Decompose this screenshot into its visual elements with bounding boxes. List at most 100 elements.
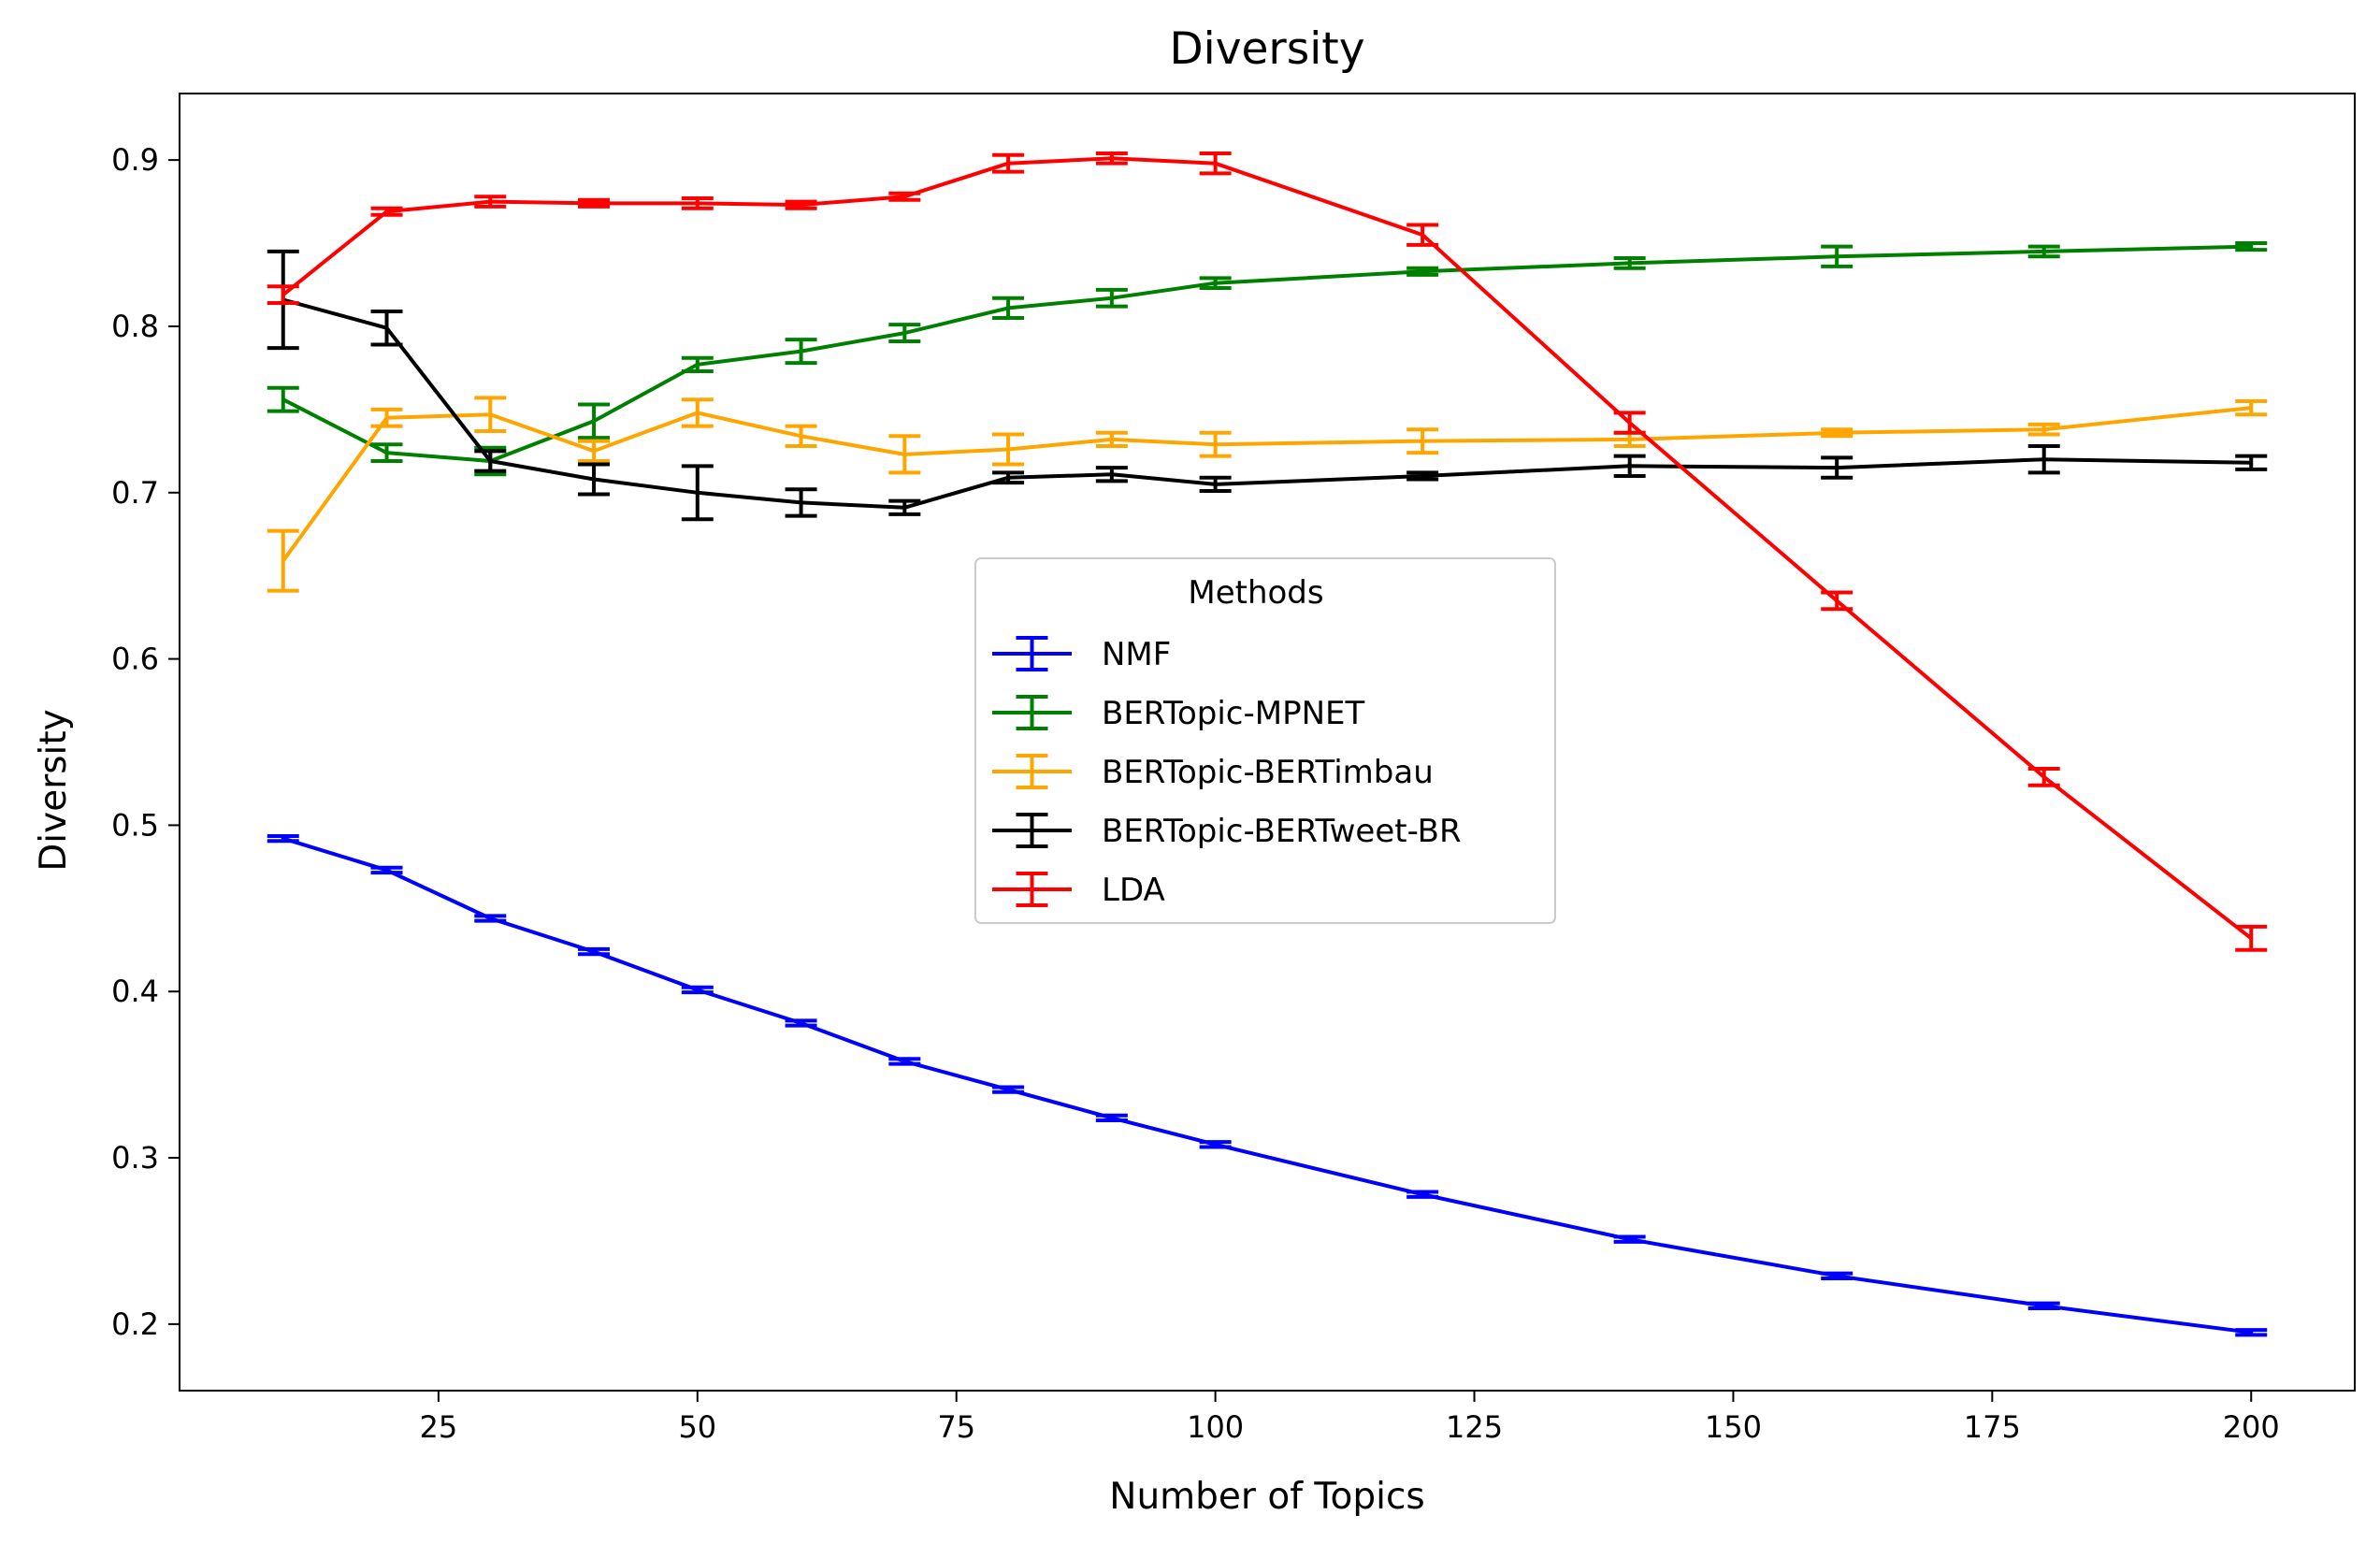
legend-label: BERTopic-BERTimbau (1102, 754, 1434, 791)
error-bar-lda (474, 195, 507, 209)
error-bar-lda (370, 206, 403, 217)
legend-item-bertopic-mpnet: BERTopic-MPNET (992, 695, 1364, 732)
legend-item-lda: LDA (992, 872, 1165, 909)
error-bar-nmf (1199, 1140, 1232, 1149)
error-bar-nmf (992, 1085, 1025, 1094)
error-bar-bertopic-bertimbau (2027, 422, 2060, 437)
plot-area (267, 152, 2268, 1337)
error-bar-bertopic-mpnet (370, 442, 403, 463)
error-bar-bertopic-mpnet (1406, 266, 1439, 277)
error-bar-bertopic-bertimbau (1406, 427, 1439, 455)
y-tick-label: 0.5 (111, 807, 159, 843)
error-bar-bertopic-bertimbau (1821, 427, 1854, 439)
error-bar-bertopic-bertweet-br (1406, 470, 1439, 482)
error-bar-bertopic-bertweet-br (785, 487, 817, 518)
error-bar-bertopic-mpnet (1199, 276, 1232, 291)
legend-label: NMF (1102, 636, 1171, 673)
error-bar-bertopic-bertimbau (785, 424, 817, 448)
series-bertopic-bertimbau (267, 396, 2268, 593)
error-bar-lda (785, 199, 817, 210)
y-tick-label: 0.6 (111, 642, 159, 677)
error-bar-bertopic-mpnet (2027, 244, 2060, 259)
error-bar-lda (888, 191, 921, 202)
y-tick-label: 0.9 (111, 142, 159, 178)
error-bar-nmf (1821, 1271, 1854, 1280)
error-bar-bertopic-mpnet (1821, 244, 1854, 268)
legend-item-bertopic-bertweet-br: BERTopic-BERTweet-BR (992, 813, 1462, 850)
error-bar-bertopic-bertimbau (992, 432, 1025, 467)
error-bar-bertopic-bertimbau (681, 397, 714, 428)
x-tick-label: 25 (420, 1409, 458, 1445)
x-tick-label: 175 (1964, 1409, 2021, 1445)
error-bar-lda (992, 152, 1025, 174)
error-bar-bertopic-bertweet-br (1095, 466, 1128, 483)
legend-label: BERTopic-BERTweet-BR (1102, 813, 1462, 850)
legend-label: BERTopic-MPNET (1102, 695, 1364, 732)
error-bar-bertopic-mpnet (2235, 241, 2268, 253)
y-axis-title: Diversity (33, 709, 75, 872)
error-bar-nmf (1095, 1113, 1128, 1123)
error-bar-bertopic-mpnet (888, 323, 921, 343)
series-nmf (267, 833, 2268, 1337)
y-tick-label: 0.4 (111, 974, 159, 1009)
error-bar-bertopic-bertweet-br (888, 498, 921, 516)
series-bertopic-mpnet (267, 241, 2268, 477)
error-bar-nmf (1613, 1234, 1646, 1244)
error-bar-nmf (1406, 1190, 1439, 1199)
axis-ticks: 25 50 75 100 125 150 175 200 0.2 0.3 0.4 0.5 0.6 0.7 0… (111, 142, 2280, 1445)
x-tick-label: 200 (2223, 1409, 2280, 1445)
error-bar-bertopic-bertweet-br (992, 470, 1025, 485)
error-bar-bertopic-bertweet-br (578, 462, 611, 497)
error-bar-bertopic-bertweet-br (2235, 454, 2268, 471)
y-tick-label: 0.8 (111, 309, 159, 344)
error-bar-bertopic-mpnet (267, 385, 299, 413)
error-bar-lda (1406, 223, 1439, 247)
error-bar-bertopic-bertweet-br (2027, 443, 2060, 475)
legend-item-bertopic-bertimbau: BERTopic-BERTimbau (992, 754, 1434, 791)
x-tick-label: 125 (1446, 1409, 1503, 1445)
error-bar-bertopic-mpnet (1095, 287, 1128, 309)
y-tick-label: 0.3 (111, 1140, 159, 1176)
error-bar-nmf (888, 1057, 921, 1066)
legend-title: Methods (1188, 574, 1323, 612)
error-bar-bertopic-bertimbau (578, 439, 611, 463)
error-bar-nmf (578, 946, 611, 957)
error-bar-bertopic-bertimbau (1095, 430, 1128, 448)
x-axis-title: Number of Topics (1109, 1476, 1424, 1518)
error-bar-bertopic-mpnet (785, 338, 817, 366)
error-bar-bertopic-mpnet (681, 355, 714, 373)
series-lda (267, 152, 2268, 952)
x-tick-label: 75 (937, 1409, 975, 1445)
error-bar-bertopic-bertimbau (370, 407, 403, 428)
error-bar-nmf (2027, 1301, 2060, 1310)
legend: Methods NMF BERTopic-MPNET BERTopic-BERTimb… (974, 557, 1556, 924)
error-bar-nmf (474, 914, 507, 923)
error-bar-bertopic-bertweet-br (681, 464, 714, 522)
error-bar-nmf (681, 985, 714, 995)
error-bar-bertopic-mpnet (992, 296, 1025, 321)
error-bar-bertopic-bertweet-br (1613, 454, 1646, 478)
error-bar-nmf (370, 865, 403, 875)
legend-item-nmf: NMF (992, 636, 1171, 673)
error-bar-lda (2027, 766, 2060, 787)
error-bar-bertopic-bertimbau (474, 396, 507, 433)
axes-frame (179, 93, 2356, 1392)
error-bar-lda (578, 197, 611, 209)
y-tick-label: 0.7 (111, 475, 159, 511)
error-bar-lda (1821, 590, 1854, 612)
error-bar-bertopic-bertimbau (888, 434, 921, 475)
error-bar-lda (1199, 152, 1232, 176)
x-tick-label: 100 (1187, 1409, 1244, 1445)
error-bar-bertopic-bertimbau (2235, 398, 2268, 417)
error-bar-bertopic-bertimbau (1199, 430, 1232, 458)
error-bar-lda (1613, 411, 1646, 435)
error-bar-bertopic-bertweet-br (474, 449, 507, 473)
error-bar-bertopic-bertimbau (267, 528, 299, 593)
error-bar-nmf (785, 1018, 817, 1028)
legend-box (974, 557, 1556, 924)
x-tick-label: 150 (1705, 1409, 1762, 1445)
error-bar-nmf (2235, 1328, 2268, 1337)
error-bar-lda (681, 196, 714, 210)
error-bar-lda (2235, 924, 2268, 952)
